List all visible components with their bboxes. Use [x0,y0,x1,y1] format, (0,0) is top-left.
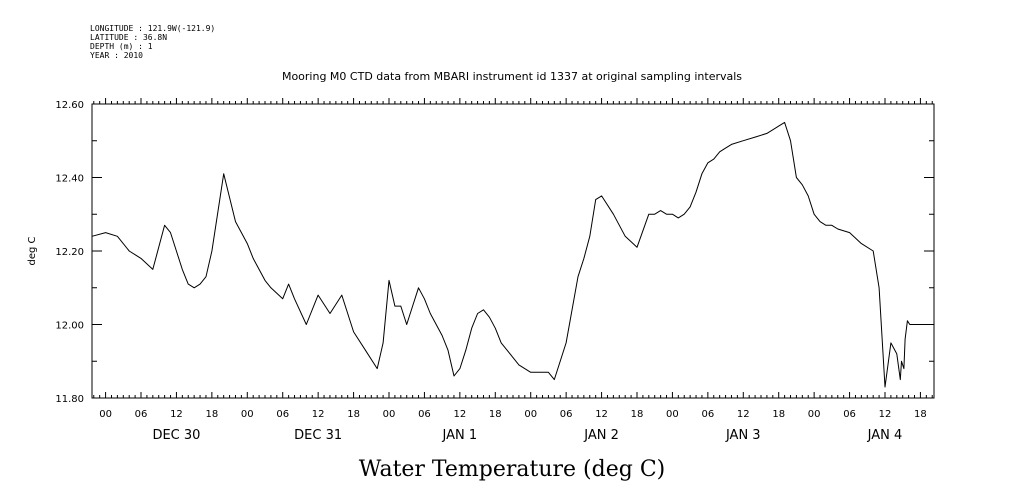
series-layer [91,121,934,388]
plot-frame [91,103,935,399]
x-tick-label: 00 [241,409,254,420]
x-tick-label: 18 [347,409,360,420]
y-tick-label: 12.40 [55,174,84,185]
x-day-label: JAN 3 [725,428,761,443]
x-tick-label: 06 [276,409,289,420]
x-tick-label: 18 [772,409,785,420]
x-tick-label: 00 [383,409,396,420]
x-tick-label: 12 [312,409,325,420]
x-day-label: JAN 1 [442,428,478,443]
x-tick-label: 06 [843,409,856,420]
x-day-label: DEC 30 [152,428,200,443]
x-tick-label: 12 [595,409,608,420]
x-tick-label: 12 [453,409,466,420]
x-tick-label: 18 [489,409,502,420]
x-tick-label: 00 [524,409,537,420]
y-tick-label: 12.00 [55,321,84,332]
x-tick-label: 06 [135,409,148,420]
series-line-0 [91,121,934,388]
y-axis: 12.60 12.40 12.20 12.00 11.80 [55,100,934,405]
x-tick-label: 18 [631,409,644,420]
x-tick-label: 06 [418,409,431,420]
x-tick-label: 06 [560,409,573,420]
x-day-label: JAN 4 [867,428,903,443]
x-tick-label: 12 [879,409,892,420]
x-day-label: JAN 2 [583,428,619,443]
x-axis-label: Water Temperature (deg C) [359,457,666,482]
x-tick-label: 06 [701,409,714,420]
chart-title: Mooring M0 CTD data from MBARI instrumen… [282,70,742,83]
x-tick-label: 12 [170,409,183,420]
x-tick-label: 18 [205,409,218,420]
y-tick-label: 12.20 [55,247,84,258]
x-tick-label: 00 [808,409,821,420]
x-tick-label: 00 [99,409,112,420]
header-latitude: LATITUDE : 36.8N [90,33,167,42]
x-axis: 00 06 12 18 00 06 12 18 00 06 12 18 00 06 12 18 00 06 12 18… [93,98,933,443]
x-tick-label: 18 [914,409,927,420]
header-year: YEAR : 2010 [90,51,143,60]
x-tick-label: 00 [666,409,679,420]
y-axis-label: deg C [27,236,38,265]
y-tick-label: 12.60 [55,100,84,111]
y-tick-label: 11.80 [55,394,84,405]
header-depth: DEPTH (m) : 1 [90,42,153,51]
x-day-label: DEC 31 [294,428,342,443]
x-tick-label: 12 [737,409,750,420]
header-longitude: LONGITUDE : 121.9W(-121.9) [90,24,215,33]
